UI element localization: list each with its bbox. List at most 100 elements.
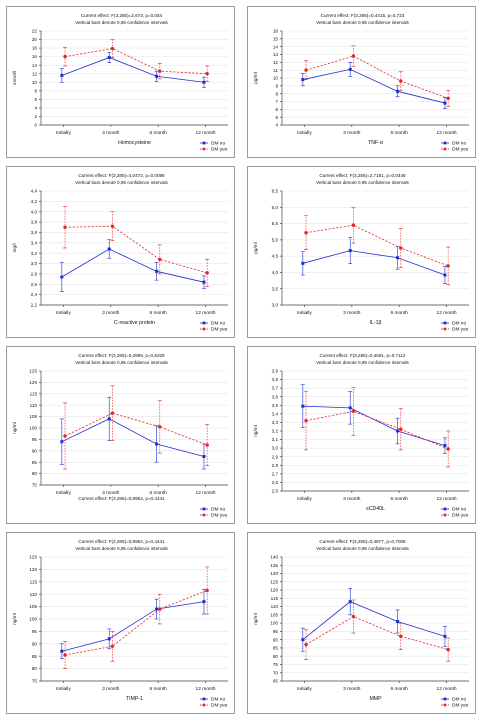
- chart-subtitle-ci: Vertical bars denote 0,95 confidence int…: [75, 546, 168, 551]
- data-point: [158, 69, 162, 73]
- x-tick-label: 3 month: [102, 686, 120, 692]
- x-axis-label: sCD40L: [366, 506, 385, 512]
- y-tick-label: 90: [32, 448, 38, 453]
- data-point: [396, 619, 400, 623]
- x-axis-label: IL-1β: [370, 320, 382, 326]
- y-tick-label: 3,1: [272, 437, 279, 442]
- x-tick-label: 3 month: [102, 130, 120, 136]
- y-tick-label: 14: [273, 44, 279, 49]
- data-point: [202, 600, 206, 604]
- data-point: [399, 246, 403, 250]
- series-1: [63, 39, 210, 82]
- y-tick-label: 13: [273, 52, 279, 57]
- data-point: [107, 417, 111, 421]
- series-line-1: [305, 410, 449, 450]
- y-tick-label: 2,4: [31, 292, 38, 297]
- data-point: [348, 67, 352, 71]
- data-point: [301, 638, 305, 642]
- y-tick-label: 3,5: [272, 286, 279, 291]
- y-tick-label: 75: [273, 662, 279, 667]
- y-tick-label: 80: [32, 471, 38, 476]
- data-point: [110, 644, 115, 648]
- data-point: [443, 101, 447, 105]
- data-point: [446, 447, 450, 451]
- data-point: [205, 271, 209, 275]
- series-1: [63, 385, 210, 470]
- x-tick-label: 12 month: [437, 310, 457, 316]
- series-1: [304, 206, 451, 286]
- y-tick-label: 8: [34, 88, 37, 93]
- gridlines: [41, 556, 228, 682]
- data-point: [351, 614, 356, 619]
- axes: [280, 370, 469, 493]
- x-tick-label: 12 month: [437, 686, 457, 692]
- x-tick-label: 12 month: [437, 130, 457, 136]
- x-axis-label: TIMP-1: [126, 696, 143, 702]
- y-tick-label: 90: [32, 641, 38, 646]
- y-axis-label: pg/ml: [253, 72, 259, 84]
- legend-label: DM yes: [211, 703, 228, 709]
- gridlines: [282, 30, 469, 126]
- series-1: [304, 386, 451, 468]
- x-tick-label: 6 month: [391, 130, 409, 136]
- series-line-1: [305, 224, 449, 267]
- y-tick-label: 100: [29, 617, 37, 622]
- axes: [39, 556, 228, 683]
- x-tick-label: 6 month: [150, 490, 168, 496]
- data-point: [205, 443, 209, 447]
- data-point: [155, 442, 159, 446]
- data-point: [155, 269, 159, 273]
- data-point: [158, 257, 162, 262]
- chart-subtitle-ci: Vertical bars denote 0,95 confidence int…: [316, 20, 409, 25]
- data-point: [107, 247, 111, 251]
- data-point: [107, 55, 111, 59]
- y-tick-label: 6: [275, 107, 278, 112]
- y-tick-label: 3,6: [272, 394, 279, 399]
- gridlines: [282, 556, 469, 682]
- y-axis-label: ng/ml: [12, 422, 18, 434]
- y-tick-label: 115: [30, 579, 38, 584]
- data-point: [63, 434, 67, 438]
- x-tick-label: 3 month: [343, 310, 361, 316]
- series-line-1: [305, 616, 449, 650]
- data-point: [63, 54, 67, 59]
- series-line-0: [61, 248, 205, 283]
- chart-svg: Current effect: F(3,285)=0,8954, p=0,444…: [12, 539, 228, 709]
- series-line-1: [64, 590, 208, 656]
- y-tick-label: 125: [270, 579, 278, 584]
- data-point: [205, 72, 209, 76]
- y-tick-label: 4,5: [272, 254, 279, 259]
- chart-subtitle-effect: Current effect: F(3,285)=2,673, p=0,054: [81, 13, 163, 18]
- y-tick-label: 75: [32, 679, 38, 684]
- y-tick-label: 110: [30, 592, 38, 597]
- y-tick-label: 135: [270, 563, 278, 568]
- y-tick-label: 3,0: [31, 261, 38, 266]
- data-point: [301, 261, 305, 265]
- y-tick-label: 11: [273, 68, 278, 73]
- legend-marker: [443, 697, 447, 701]
- data-point: [351, 223, 356, 227]
- series-1: [304, 599, 451, 662]
- chart-panel-mmp: Current effect: F(3,285)=0,4877, p=0,700…: [247, 532, 476, 714]
- series-0: [59, 396, 206, 470]
- x-tick-label: 6 month: [391, 686, 409, 692]
- legend-marker: [443, 321, 447, 325]
- chart-subtitle-ci: Vertical bars denote 0,95 confidence int…: [316, 180, 409, 185]
- axes: [39, 370, 228, 487]
- gridlines: [41, 370, 228, 486]
- axis-frame: [281, 191, 469, 306]
- data-point: [63, 653, 67, 657]
- gridlines: [282, 370, 469, 492]
- x-axis-label: C-reactive protein: [114, 320, 155, 326]
- series-line-0: [61, 601, 205, 652]
- y-tick-label: 7: [275, 99, 278, 104]
- x-tick-label: 3 month: [343, 686, 361, 692]
- legend-marker: [443, 513, 447, 517]
- x-tick-label: Initially: [56, 490, 71, 496]
- data-point: [60, 73, 64, 77]
- y-tick-label: 0: [34, 123, 37, 128]
- x-tick-label: 6 month: [391, 496, 409, 502]
- series-line-1: [65, 225, 208, 274]
- y-tick-label: 3,2: [272, 429, 279, 434]
- chart-subtitle-ci: Vertical bars denote 0,95 confidence int…: [316, 360, 409, 365]
